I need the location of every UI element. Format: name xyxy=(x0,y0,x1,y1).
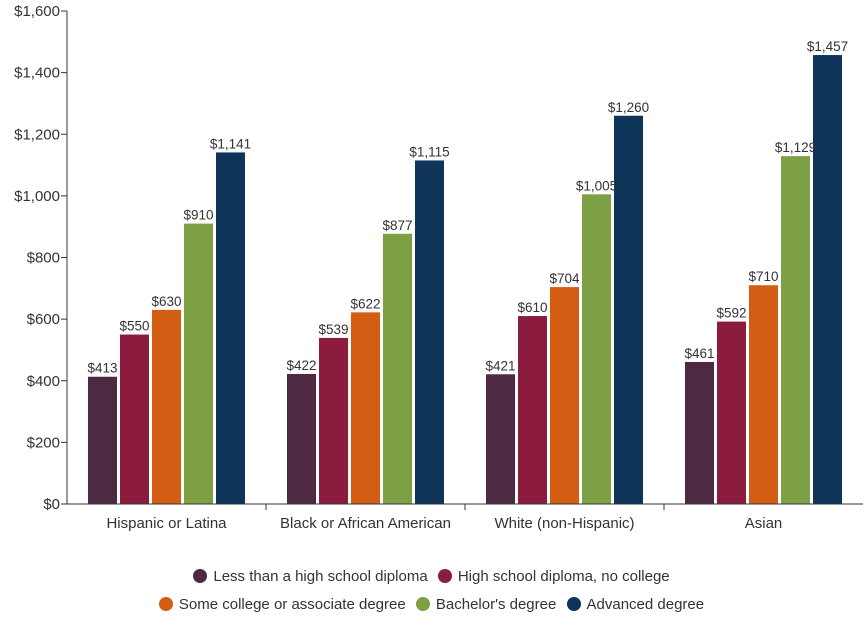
x-category-label: Black or African American xyxy=(280,515,451,532)
legend-item-bachelors: Bachelor's degree xyxy=(415,591,557,619)
bar xyxy=(685,361,714,504)
y-axis: $0 $200 $400 $600 $800 $1,000 $1,200 $1,400 $1,6… xyxy=(14,3,68,513)
legend-marker xyxy=(566,597,581,611)
bar xyxy=(717,321,746,504)
x-category-label: Hispanic or Latina xyxy=(106,515,227,532)
bar xyxy=(184,223,213,504)
bar-value-label: $1,115 xyxy=(409,144,449,159)
y-tick-label: $1,000 xyxy=(14,188,60,205)
bar-value-label: $877 xyxy=(382,218,412,233)
x-category-label: Asian xyxy=(745,515,783,532)
legend-marker xyxy=(158,597,173,611)
bar-value-label: $1,005 xyxy=(576,178,617,193)
bar-value-label: $1,260 xyxy=(608,100,649,115)
bar xyxy=(486,374,515,504)
bar-value-label: $461 xyxy=(684,346,714,361)
legend-label: Some college or associate degree xyxy=(178,596,406,613)
bar-value-label: $710 xyxy=(748,269,778,284)
bar-value-label: $630 xyxy=(151,294,181,309)
bar xyxy=(383,233,412,505)
legend-row-1: Less than a high school diploma High sch… xyxy=(0,563,863,591)
bar-value-label: $910 xyxy=(183,208,213,223)
legend-item-less-than-high-school: Less than a high school diploma xyxy=(193,563,428,591)
y-tick-label: $400 xyxy=(27,373,60,390)
legend-marker xyxy=(415,597,430,611)
bar xyxy=(152,309,181,504)
y-tick-label: $1,200 xyxy=(14,126,60,143)
bar-chart: $0 $200 $400 $600 $800 $1,000 $1,200 $1,400 $1,6… xyxy=(14,3,863,532)
x-category-label: White (non-Hispanic) xyxy=(494,515,634,532)
legend-label: Bachelor's degree xyxy=(435,596,557,613)
bar xyxy=(518,316,547,504)
bar-value-label: $421 xyxy=(485,358,515,373)
value-labels: $413 $550$630 $910 $1,141 $422 $539$622 $877 $1… xyxy=(87,39,848,376)
bar-value-label: $622 xyxy=(350,296,380,311)
bar xyxy=(415,160,444,505)
y-tick-label: $800 xyxy=(27,250,60,267)
legend-marker xyxy=(437,569,452,583)
bar xyxy=(550,287,579,504)
y-tick-label: $1,400 xyxy=(14,65,60,82)
y-tick-label: $0 xyxy=(43,496,60,513)
bar xyxy=(582,194,611,504)
legend-label: Advanced degree xyxy=(586,596,705,613)
bar xyxy=(749,285,778,504)
legend-item-advanced: Advanced degree xyxy=(566,591,705,619)
bar xyxy=(351,312,380,504)
y-tick-label: $200 xyxy=(27,434,60,451)
bar-value-label: $413 xyxy=(87,361,117,376)
x-axis: Hispanic or Latina Black or African Ameri… xyxy=(67,503,863,532)
bar-value-label: $1,129 xyxy=(775,140,816,155)
legend-item-some-college: Some college or associate degree xyxy=(158,591,406,619)
bars xyxy=(88,55,842,505)
legend-item-high-school-diploma: High school diploma, no college xyxy=(437,563,670,591)
bar xyxy=(813,55,842,504)
bar xyxy=(614,115,643,504)
legend: Less than a high school diploma High sch… xyxy=(0,563,863,619)
bar-value-label: $1,141 xyxy=(210,136,251,151)
bar-value-label: $550 xyxy=(119,319,149,334)
y-tick-label: $600 xyxy=(27,311,60,328)
bar xyxy=(781,156,810,504)
bar xyxy=(319,337,348,504)
bar xyxy=(88,376,117,504)
bar xyxy=(216,152,245,504)
legend-label: High school diploma, no college xyxy=(457,568,670,585)
legend-marker xyxy=(193,569,208,583)
y-tick-label: $1,600 xyxy=(14,3,60,20)
bar-value-label: $1,457 xyxy=(807,39,848,54)
bar-value-label: $704 xyxy=(549,271,580,286)
bar-value-label: $539 xyxy=(318,322,348,337)
bar-value-label: $610 xyxy=(517,300,547,315)
legend-label: Less than a high school diploma xyxy=(213,568,428,585)
legend-row-2: Some college or associate degree Bachelo… xyxy=(0,591,863,619)
bar xyxy=(287,373,316,504)
bar-value-label: $422 xyxy=(286,358,316,373)
bar xyxy=(120,334,149,504)
bar-value-label: $592 xyxy=(716,306,746,321)
